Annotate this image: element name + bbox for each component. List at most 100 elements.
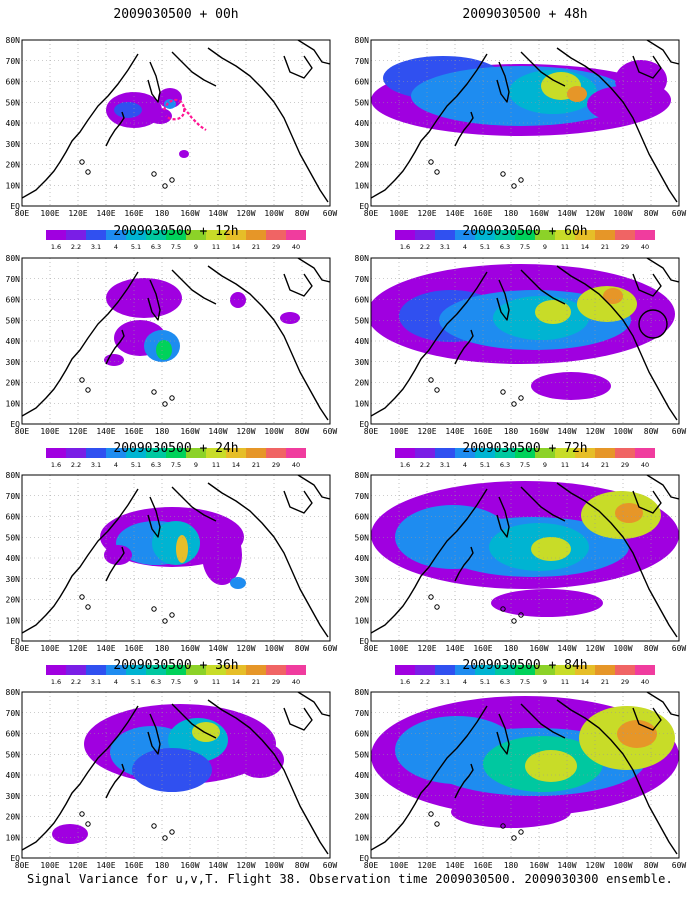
- colorbar-swatch: [246, 230, 266, 240]
- panel-title: 2009030500 + 48h: [462, 7, 587, 22]
- latitude-label: 10N: [355, 833, 370, 842]
- colorbar-swatch: [535, 230, 555, 240]
- latitude-label: 10N: [355, 616, 370, 625]
- island-outline: [428, 594, 434, 600]
- colorbar-swatch: [555, 665, 575, 675]
- coastline: [171, 269, 217, 305]
- longitude-label: 80W: [295, 209, 310, 218]
- coastline: [283, 273, 313, 297]
- longitude-label: 160E: [124, 209, 143, 218]
- island-outline: [85, 821, 91, 827]
- colorbar-label: 9: [543, 243, 547, 251]
- latitude-label: 40N: [6, 554, 21, 563]
- colorbar-label: 3.1: [440, 243, 450, 251]
- colorbar-label: 14: [581, 461, 589, 469]
- colorbar-swatch: [66, 665, 86, 675]
- longitude-label: 100W: [613, 209, 632, 218]
- longitude-label: 160E: [124, 427, 143, 436]
- colorbar-label: 21: [252, 678, 260, 686]
- colorbar-label: 40: [292, 461, 300, 469]
- colorbar-swatch: [495, 665, 515, 675]
- variance-region: [104, 545, 132, 565]
- longitude-label: 120W: [585, 861, 604, 870]
- longitude-label: 140W: [208, 427, 227, 436]
- coastline: [520, 269, 566, 305]
- colorbar-swatch: [86, 448, 106, 458]
- latitude-label: 20N: [6, 379, 21, 388]
- coastline: [496, 496, 510, 538]
- variance-region: [106, 278, 182, 318]
- latitude-label: 30N: [6, 792, 21, 801]
- colorbar-label: 29: [272, 461, 280, 469]
- longitude-label: 120W: [585, 427, 604, 436]
- latitude-label: 80N: [355, 254, 370, 263]
- latitude-label: 40N: [6, 771, 21, 780]
- island-outline: [434, 821, 440, 827]
- longitude-label: 180: [504, 209, 519, 218]
- coastline: [371, 705, 488, 851]
- latitude-label: 70N: [355, 492, 370, 501]
- longitude-label: 160W: [180, 427, 199, 436]
- colorbar-label: 7.5: [171, 243, 181, 251]
- coastline: [283, 707, 313, 731]
- colorbar-swatch: [575, 665, 595, 675]
- longitude-label: 100E: [389, 427, 408, 436]
- colorbar-label: 2.2: [71, 243, 81, 251]
- longitude-label: 80E: [364, 209, 379, 218]
- colorbar-label: 1.6: [51, 461, 61, 469]
- latitude-label: 10N: [6, 833, 21, 842]
- colorbar-swatch: [106, 230, 126, 240]
- panel-title: 2009030500 + 60h: [462, 224, 587, 239]
- latitude-label: 70N: [355, 275, 370, 284]
- longitude-label: 60W: [672, 644, 687, 653]
- colorbar-swatch: [595, 230, 615, 240]
- variance-region: [202, 525, 242, 585]
- colorbar-label: 1.6: [51, 243, 61, 251]
- colorbar-label: 14: [581, 678, 589, 686]
- colorbar-swatch: [266, 448, 286, 458]
- coastline: [556, 265, 678, 421]
- longitude-label: 140E: [445, 427, 464, 436]
- coastline: [283, 55, 313, 79]
- colorbar-swatch: [515, 665, 535, 675]
- latitude-label: 60N: [6, 730, 21, 739]
- longitude-label: 140E: [96, 861, 115, 870]
- coastline: [632, 707, 662, 731]
- coastline: [646, 40, 679, 65]
- longitude-label: 120E: [417, 644, 436, 653]
- variance-region: [280, 312, 300, 324]
- coastline: [520, 51, 566, 87]
- longitude-label: 80W: [295, 861, 310, 870]
- colorbar-swatch: [475, 448, 495, 458]
- colorbar-swatch: [395, 230, 415, 240]
- coastline: [171, 51, 217, 87]
- latitude-label: 10N: [355, 399, 370, 408]
- figure-caption: Signal Variance for u,v,T. Flight 38. Ob…: [27, 872, 673, 886]
- coastline: [22, 705, 139, 851]
- colorbar-swatch: [86, 665, 106, 675]
- map-panel: EQ 10N 20N 30N 40N 50N 60N 70N 80N 80E 100E 120E 140…: [355, 36, 687, 218]
- coastline: [22, 53, 139, 199]
- colorbar-label: 40: [641, 461, 649, 469]
- longitude-label: 100E: [389, 209, 408, 218]
- longitude-label: 120E: [417, 861, 436, 870]
- colorbar-label: 40: [641, 243, 649, 251]
- longitude-label: 160W: [529, 644, 548, 653]
- longitude-label: 80W: [644, 861, 659, 870]
- longitude-label: 160E: [473, 644, 492, 653]
- coastline: [105, 329, 125, 365]
- colorbar-label: 3.1: [440, 678, 450, 686]
- colorbar-label: 2.2: [420, 243, 430, 251]
- variance-region: [152, 521, 200, 565]
- colorbar-label: 40: [292, 678, 300, 686]
- longitude-label: 140W: [557, 644, 576, 653]
- colorbar-label: 21: [252, 461, 260, 469]
- colorbar-label: 9: [194, 243, 198, 251]
- latitude-label: 50N: [355, 98, 370, 107]
- island-outline: [518, 395, 524, 401]
- latitude-label: 40N: [355, 119, 370, 128]
- latitude-label: 20N: [355, 161, 370, 170]
- longitude-label: 100E: [40, 644, 59, 653]
- colorbar-swatch: [126, 448, 146, 458]
- colorbar-label: 6.3: [151, 461, 161, 469]
